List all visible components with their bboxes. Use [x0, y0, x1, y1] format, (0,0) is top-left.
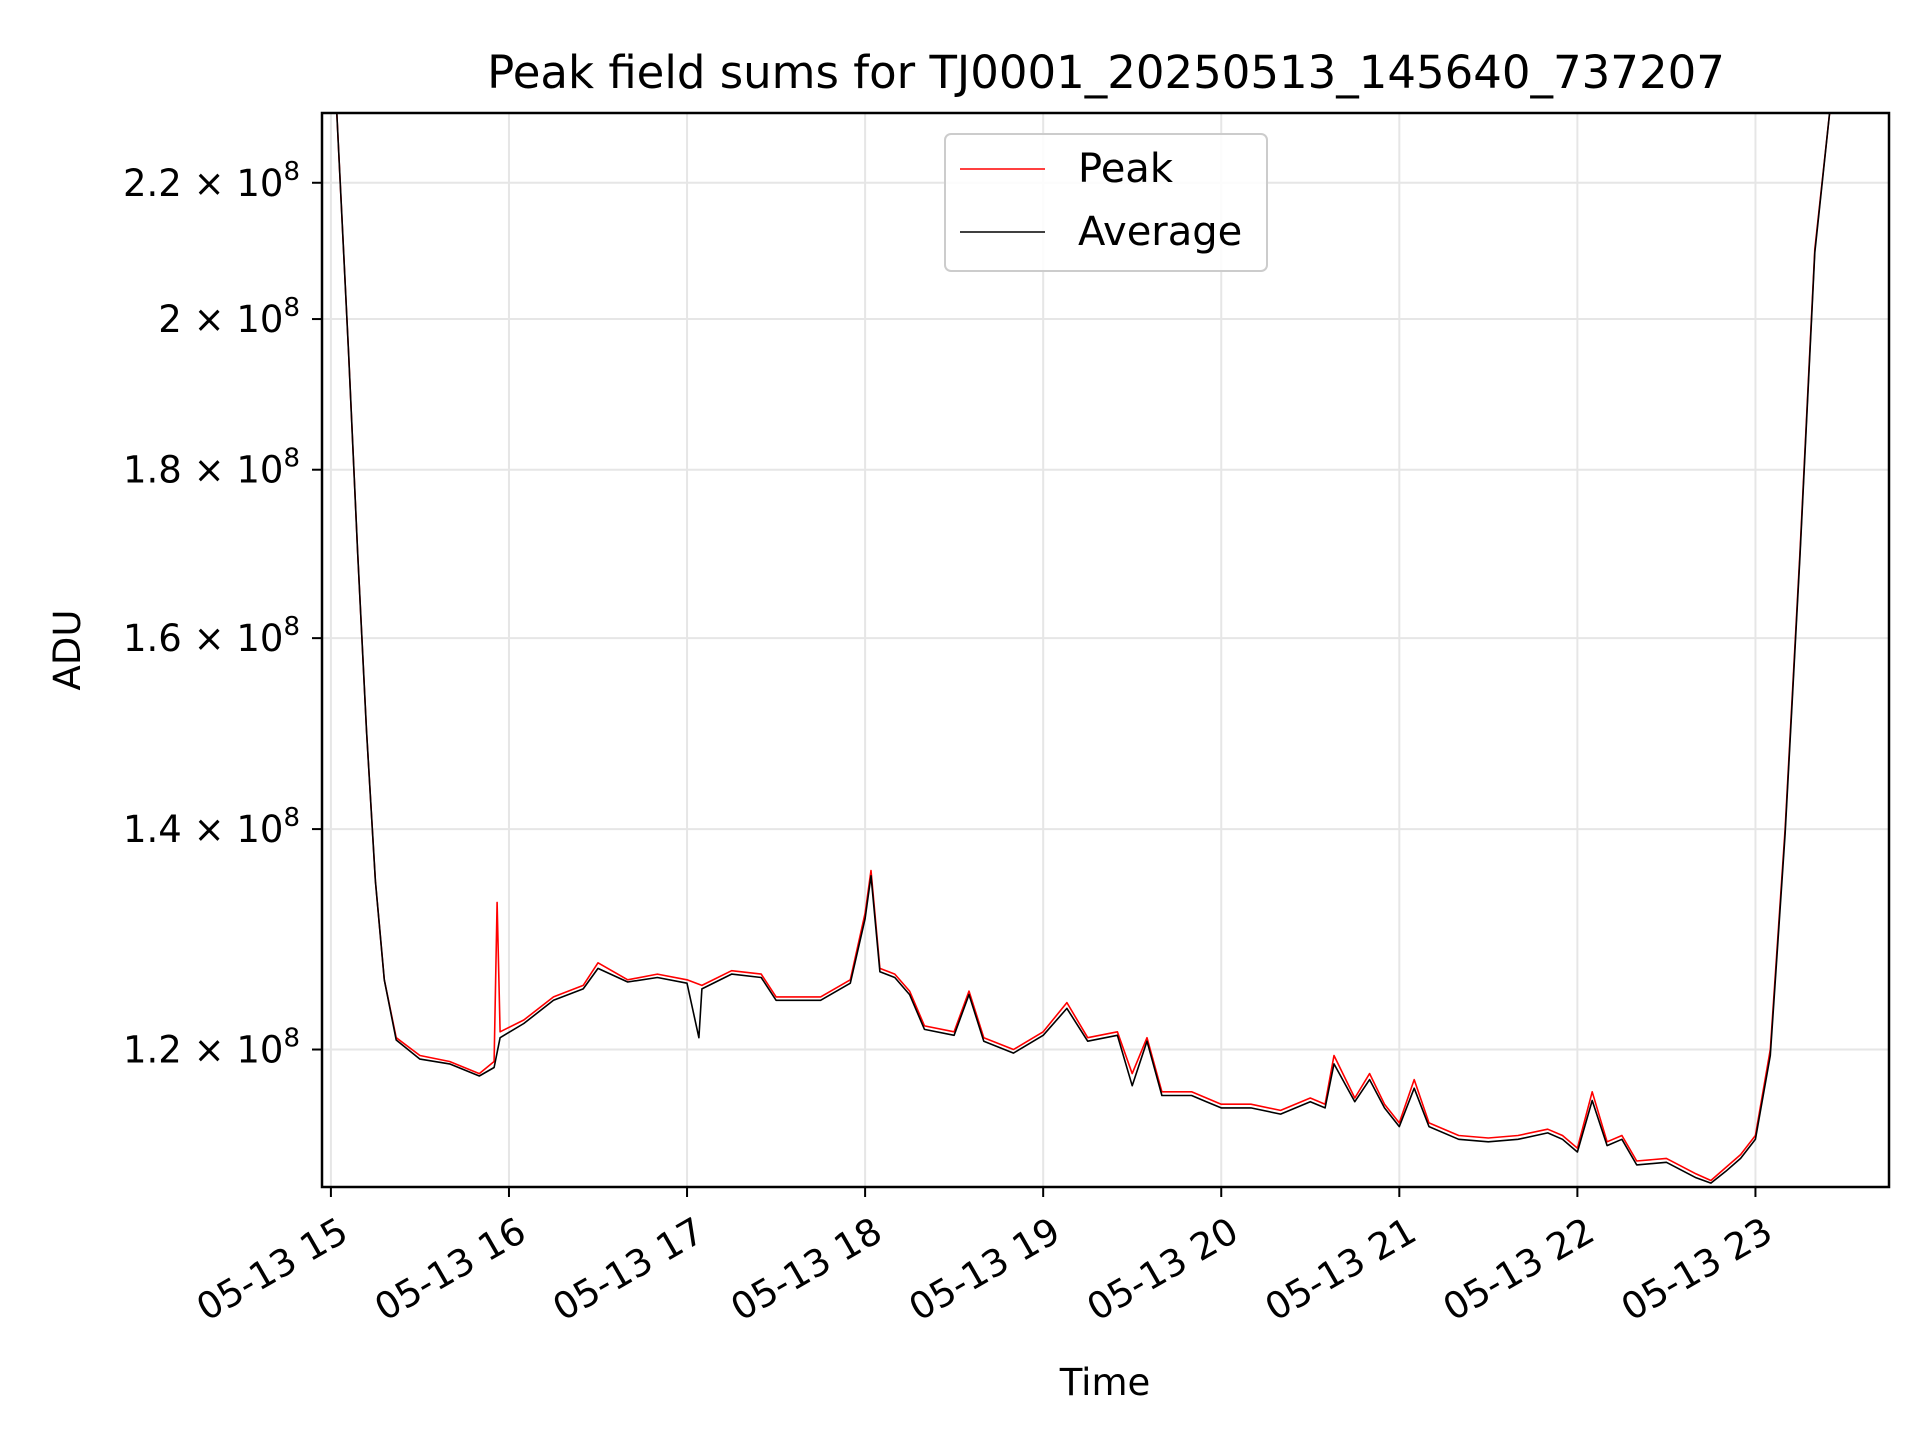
chart-title: Peak field sums for TJ0001_20250513_1456…	[487, 46, 1725, 99]
y-tick-label: 1.2 × 108	[123, 1024, 300, 1072]
series-line-peak	[336, 113, 1831, 1182]
series-line-average	[336, 113, 1831, 1184]
y-axis: 1.2 × 108 1.4 × 108 1.6 × 108 1.8 × 108 2 × …	[123, 157, 322, 1072]
y-tick-label: 2 × 108	[158, 293, 300, 341]
y-tick-label: 1.8 × 108	[123, 444, 300, 492]
y-tick-label: 1.6 × 108	[123, 612, 300, 660]
x-axis-label: Time	[1059, 1361, 1151, 1404]
legend-label-peak: Peak	[1078, 146, 1174, 192]
plot-frame	[320, 111, 1891, 1189]
legend-label-average: Average	[1078, 209, 1242, 255]
y-tick-label: 2.2 × 108	[123, 157, 300, 205]
series-layer	[336, 113, 1831, 1184]
y-axis-label: ADU	[46, 610, 89, 691]
y-tick-label: 1.4 × 108	[123, 803, 300, 851]
legend: Peak Average	[944, 133, 1268, 272]
